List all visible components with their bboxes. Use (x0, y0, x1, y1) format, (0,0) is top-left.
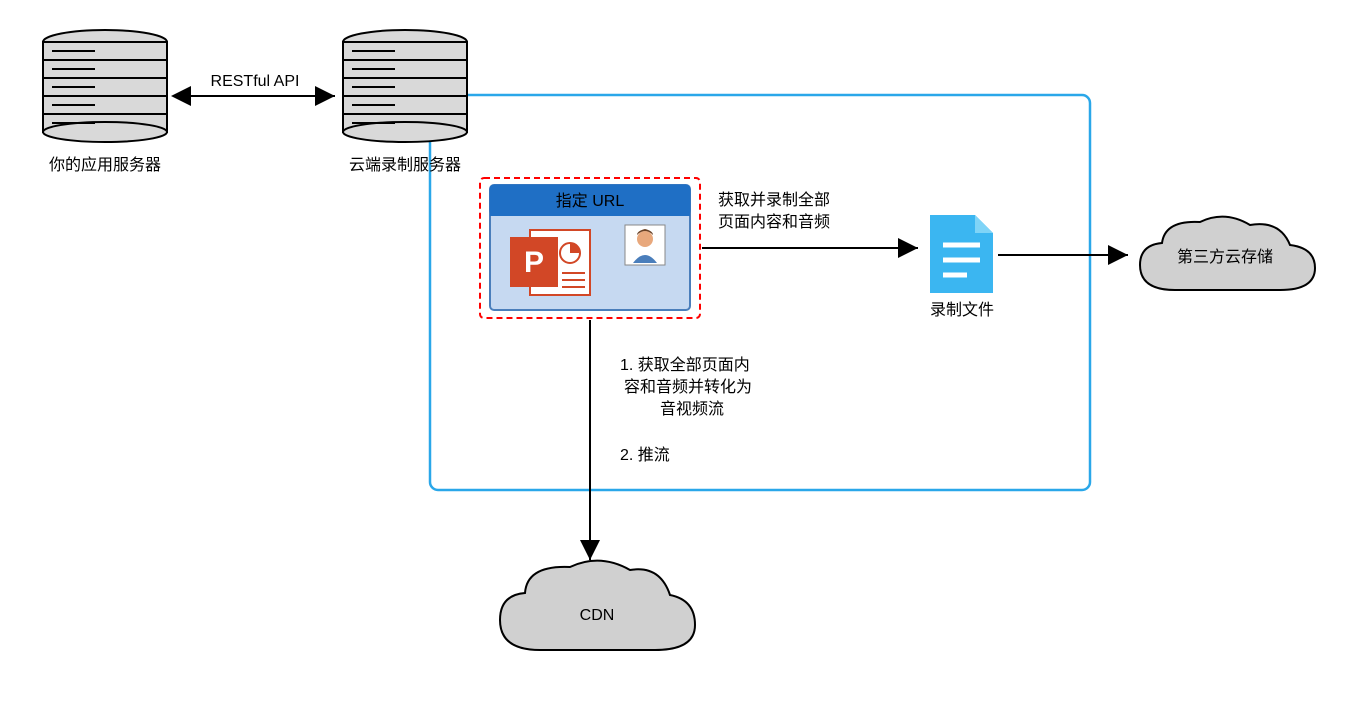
record-file-label: 录制文件 (930, 301, 994, 319)
app-server-label: 你的应用服务器 (49, 155, 161, 174)
powerpoint-icon: P (510, 230, 590, 295)
avatar-icon (625, 225, 665, 265)
edge-restful-api-label: RESTful API (211, 73, 300, 90)
url-title: 指定 URL (556, 192, 625, 210)
edge-url-to-file-label-2: 页面内容和音频 (718, 213, 830, 231)
record-file-icon (930, 215, 993, 293)
edge-url-to-cdn-label-3: 音视频流 (660, 400, 724, 418)
cloud-storage-label: 第三方云存储 (1177, 248, 1273, 266)
url-window: 指定 URL P (490, 185, 690, 310)
svg-text:P: P (524, 246, 544, 279)
cloud-server-icon (343, 30, 467, 142)
cloud-server-label: 云端录制服务器 (349, 156, 461, 174)
cdn-cloud-icon (500, 561, 695, 650)
cdn-label: CDN (580, 607, 615, 624)
edge-url-to-cdn-label-1: 1. 获取全部页面内 (620, 356, 750, 374)
app-server-icon (43, 30, 167, 142)
edge-url-to-cdn-label-4: 2. 推流 (620, 446, 670, 464)
edge-url-to-file-label-1: 获取并录制全部 (718, 191, 830, 209)
edge-url-to-cdn-label-2: 容和音频并转化为 (624, 378, 752, 396)
